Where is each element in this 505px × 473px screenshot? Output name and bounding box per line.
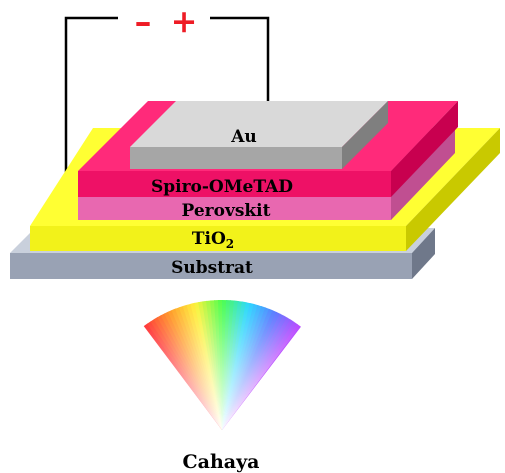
tio2-front bbox=[30, 226, 406, 251]
spiro-ometad-label: Spiro-OMeTAD bbox=[151, 177, 293, 197]
minus-sign: – bbox=[135, 2, 152, 42]
substrat-front bbox=[10, 253, 412, 279]
perovskit-label: Perovskit bbox=[182, 201, 271, 221]
plus-sign: + bbox=[171, 2, 198, 40]
light-spectrum-fade bbox=[143, 299, 301, 430]
au-label: Au bbox=[230, 127, 257, 147]
spiro-side bbox=[391, 101, 458, 197]
wire-positive bbox=[210, 16, 270, 118]
perovskit-front bbox=[78, 195, 391, 220]
substrat-label: Substrat bbox=[171, 258, 253, 278]
substrat-side bbox=[412, 228, 435, 279]
circuit-wires bbox=[64, 16, 270, 208]
au-layer bbox=[130, 101, 388, 169]
tio2-side bbox=[406, 128, 500, 251]
tio2-label-main: TiO bbox=[192, 229, 226, 249]
au-top bbox=[130, 101, 388, 147]
wire-negative bbox=[64, 16, 118, 208]
au-side bbox=[342, 101, 388, 169]
au-front bbox=[130, 147, 342, 169]
perovskit-side bbox=[391, 128, 455, 220]
tio2-label-subscript: 2 bbox=[226, 237, 234, 251]
light-label: Cahaya bbox=[183, 451, 260, 473]
tio2-label: TiO2 bbox=[192, 229, 234, 251]
spiro-front bbox=[78, 171, 391, 197]
